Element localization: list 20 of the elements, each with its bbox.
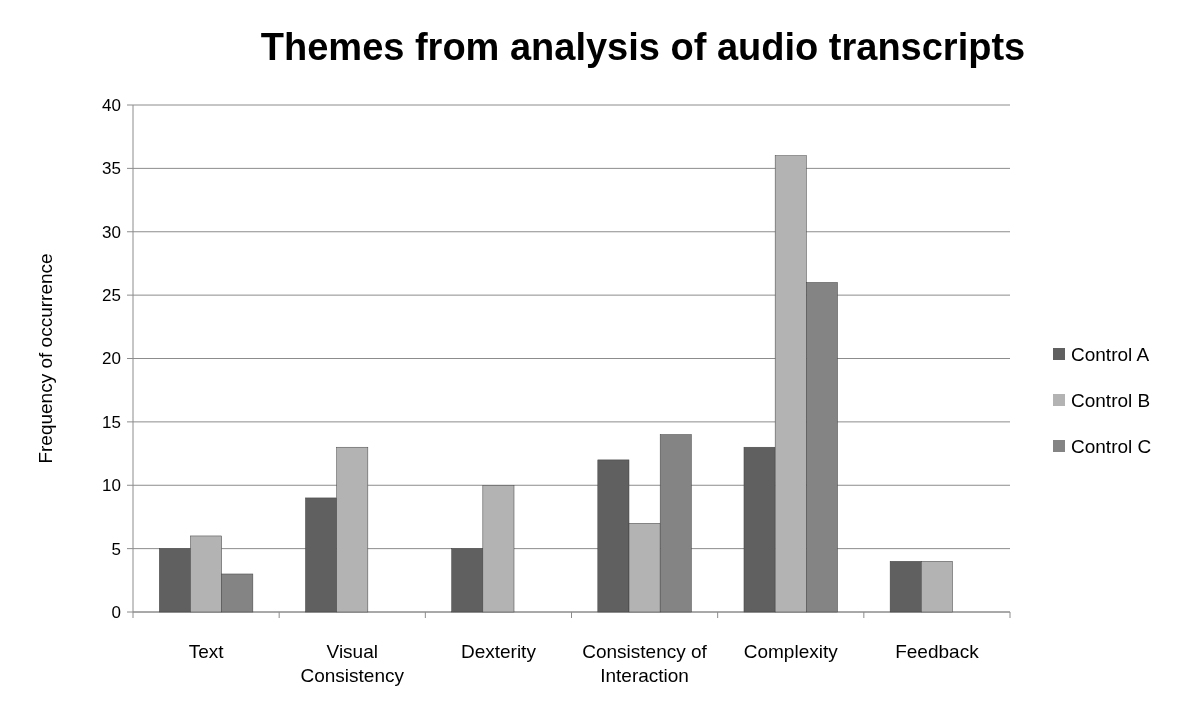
y-tick-label: 30	[102, 222, 121, 242]
y-tick-label: 0	[111, 602, 121, 622]
y-tick-label: 20	[102, 349, 121, 369]
y-tick-label: 15	[102, 412, 121, 432]
legend-label: Control A	[1071, 343, 1150, 365]
y-tick-label: 25	[102, 286, 121, 306]
x-tick-label: Visual Consistency	[300, 641, 405, 686]
x-tick-label: Dexterity	[460, 641, 537, 662]
legend-label: Control C	[1071, 435, 1152, 457]
legend-label: Control B	[1071, 389, 1151, 411]
x-tick-label: Complexity	[743, 641, 839, 662]
y-axis-title: Frequency of occurrence	[35, 253, 56, 464]
y-tick-label: 40	[102, 95, 121, 115]
chart-title: Themes from analysis of audio transcripts	[260, 26, 1026, 68]
x-tick-label: Text	[188, 641, 225, 662]
y-tick-label: 5	[111, 539, 121, 559]
x-tick-label: Feedback	[895, 641, 980, 662]
y-tick-label: 10	[102, 476, 121, 496]
y-tick-label: 35	[102, 159, 121, 179]
x-tick-label: Consistency of Interaction	[582, 641, 708, 686]
